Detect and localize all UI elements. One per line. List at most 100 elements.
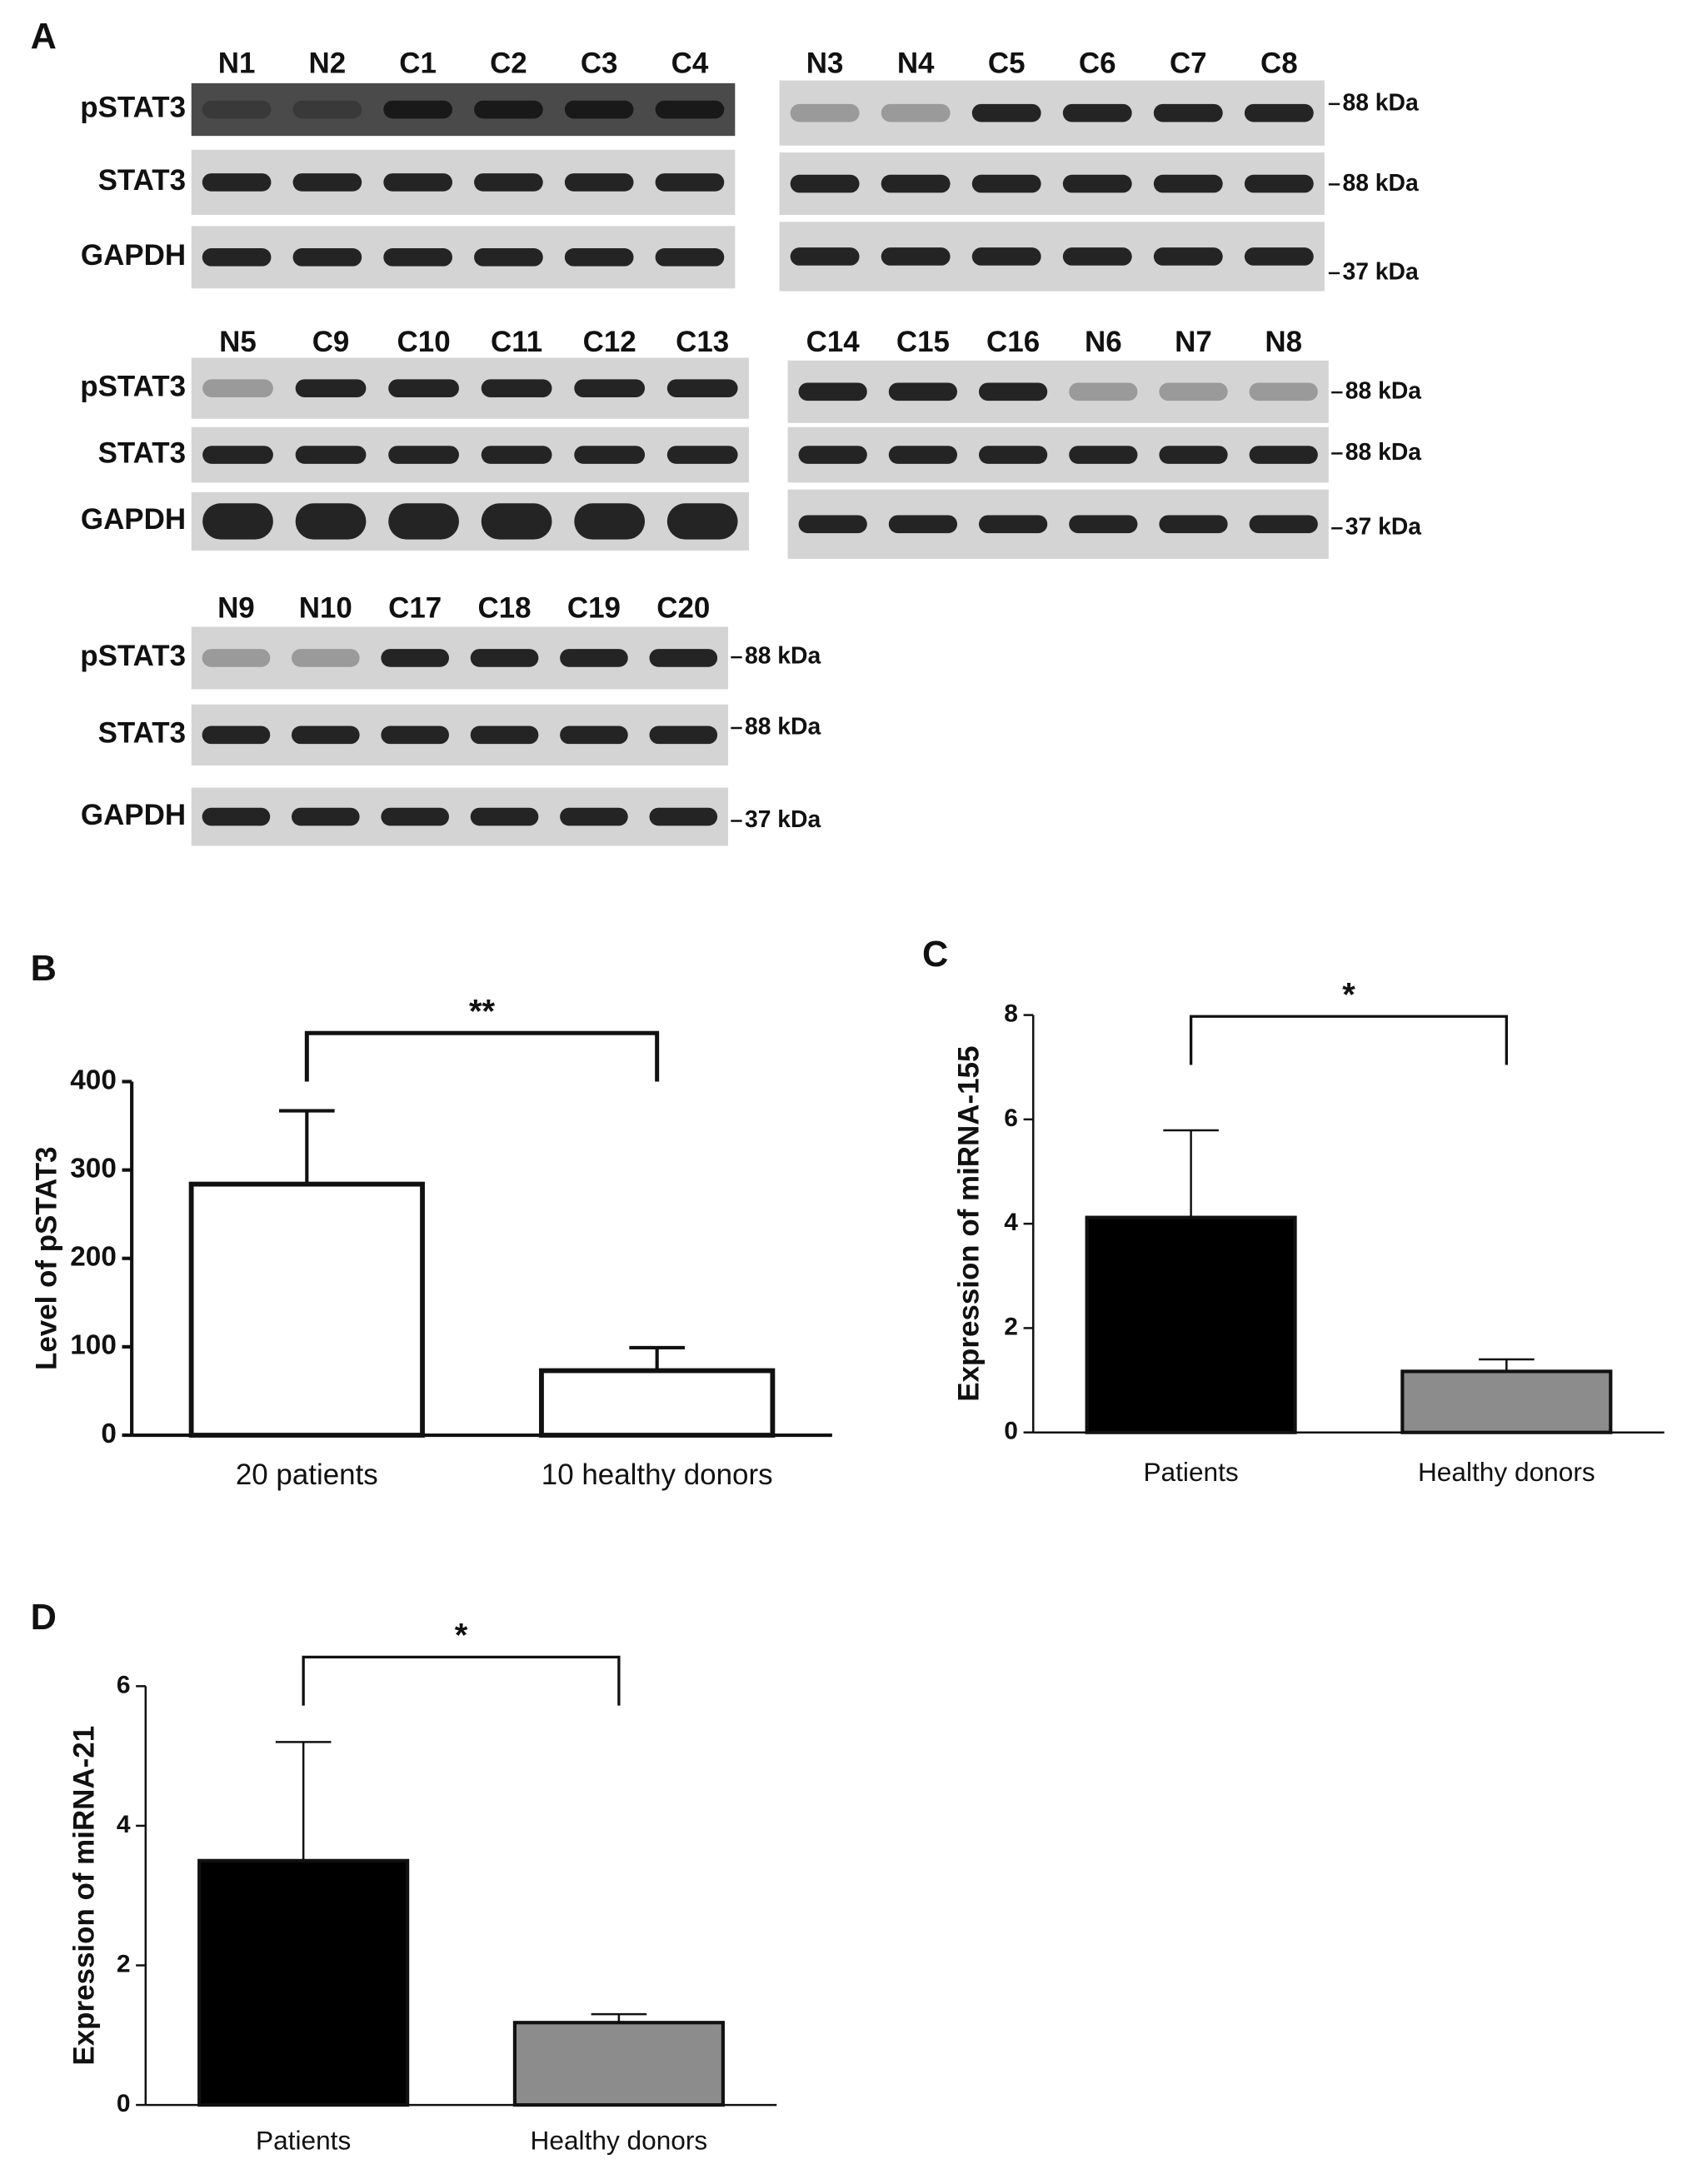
row-label: pSTAT3 xyxy=(80,92,186,124)
blot-band xyxy=(1244,174,1314,193)
blot-band xyxy=(388,446,459,464)
y-tick-label: 6 xyxy=(117,1671,131,1698)
lane-label: C17 xyxy=(388,592,442,625)
blot-band xyxy=(383,247,452,267)
blot-band xyxy=(574,503,646,540)
lane-label: N1 xyxy=(218,47,256,79)
significance-label: * xyxy=(455,1618,468,1654)
blot-band xyxy=(291,649,360,667)
blot-band xyxy=(790,247,860,266)
blot-strip xyxy=(191,426,749,483)
blot-band xyxy=(202,503,273,540)
row-label: GAPDH xyxy=(81,239,186,272)
y-tick-label: 4 xyxy=(1004,1209,1018,1236)
blot-band xyxy=(1153,247,1223,266)
lane-label: N5 xyxy=(219,326,257,358)
lane-label: N3 xyxy=(806,47,844,79)
y-tick-label: 400 xyxy=(70,1065,117,1095)
y-tick-label: 0 xyxy=(101,1419,117,1449)
blot-band xyxy=(666,503,738,540)
blot-band xyxy=(295,446,367,464)
blot-band xyxy=(292,247,362,267)
lane-label: C3 xyxy=(581,47,618,79)
blot-band xyxy=(1159,446,1228,464)
lane-label: C16 xyxy=(986,326,1040,358)
blot-strip xyxy=(779,222,1325,292)
blot-band xyxy=(564,247,634,267)
blot-strip xyxy=(191,491,749,551)
bar xyxy=(197,1858,410,2107)
blot-band xyxy=(202,247,272,267)
blot-band xyxy=(383,173,452,192)
significance-label: * xyxy=(1342,977,1355,1014)
blot-strip xyxy=(191,787,728,846)
blot-band xyxy=(666,446,738,464)
marker-label: 88 kDa xyxy=(745,642,821,669)
y-axis-label: Expression of miRNA-21 xyxy=(67,1726,100,2066)
blot-band xyxy=(564,173,634,192)
blot-band xyxy=(560,726,628,745)
blot-strip xyxy=(191,704,728,765)
row-label: STAT3 xyxy=(98,436,186,469)
lane-label: C12 xyxy=(583,326,636,358)
blot-band xyxy=(381,807,449,826)
bar xyxy=(512,2021,725,2107)
blot-band xyxy=(202,379,273,397)
blot-band xyxy=(202,100,272,119)
blot-band xyxy=(1244,247,1314,266)
blot-strip xyxy=(779,152,1325,216)
y-tick-label: 300 xyxy=(70,1153,117,1184)
x-tick-label: Healthy donors xyxy=(531,2125,708,2155)
lane-label: C15 xyxy=(896,326,950,358)
blot-band xyxy=(1244,103,1314,122)
blot-band xyxy=(292,173,362,192)
panel-label: C xyxy=(922,935,948,975)
lane-label: N8 xyxy=(1265,326,1302,358)
blot-band xyxy=(1153,174,1223,193)
lane-label: C1 xyxy=(399,47,437,79)
blot-strip xyxy=(787,426,1329,483)
blot-band xyxy=(1069,382,1138,401)
blot-band xyxy=(481,503,552,540)
blot-band xyxy=(1249,382,1318,401)
lane-label: C9 xyxy=(312,326,350,358)
significance-bracket xyxy=(1189,1015,1509,1065)
y-axis-label: Level of pSTAT3 xyxy=(31,1147,63,1371)
blot-band xyxy=(978,515,1048,534)
blot-band xyxy=(292,100,362,119)
blot-band xyxy=(1159,382,1228,401)
blot-band xyxy=(474,247,543,267)
blot-band xyxy=(560,807,628,826)
blot-band xyxy=(1062,174,1132,193)
blot-band xyxy=(1249,515,1318,534)
row-label: pSTAT3 xyxy=(80,640,186,672)
lane-label: N6 xyxy=(1085,326,1122,358)
blot-band xyxy=(971,247,1041,266)
blot-band xyxy=(291,807,360,826)
lane-label: N4 xyxy=(897,47,935,79)
lane-label: N10 xyxy=(299,592,352,625)
blot-band xyxy=(655,173,725,192)
blot-band xyxy=(881,103,951,122)
lane-label: N9 xyxy=(217,592,255,625)
lane-label: N7 xyxy=(1175,326,1212,358)
y-axis-label: Expression of miRNA-155 xyxy=(953,1046,986,1402)
blot-strip xyxy=(191,226,736,289)
blot-band xyxy=(881,247,951,266)
y-tick-label: 100 xyxy=(70,1330,117,1361)
row-label: STAT3 xyxy=(98,717,186,750)
row-label: STAT3 xyxy=(98,164,186,197)
blot-band xyxy=(481,379,552,397)
blot-band xyxy=(474,173,543,192)
blot-band xyxy=(291,726,360,745)
lane-label: C18 xyxy=(478,592,532,625)
row-label: GAPDH xyxy=(81,799,186,831)
blot-strip xyxy=(191,357,749,419)
blot-band xyxy=(202,446,273,464)
lane-label: C10 xyxy=(397,326,451,358)
lane-label: C11 xyxy=(491,326,542,358)
blot-strip xyxy=(191,82,736,137)
significance-bracket xyxy=(302,1655,621,1706)
blot-band xyxy=(971,103,1041,122)
blot-band xyxy=(649,807,718,826)
